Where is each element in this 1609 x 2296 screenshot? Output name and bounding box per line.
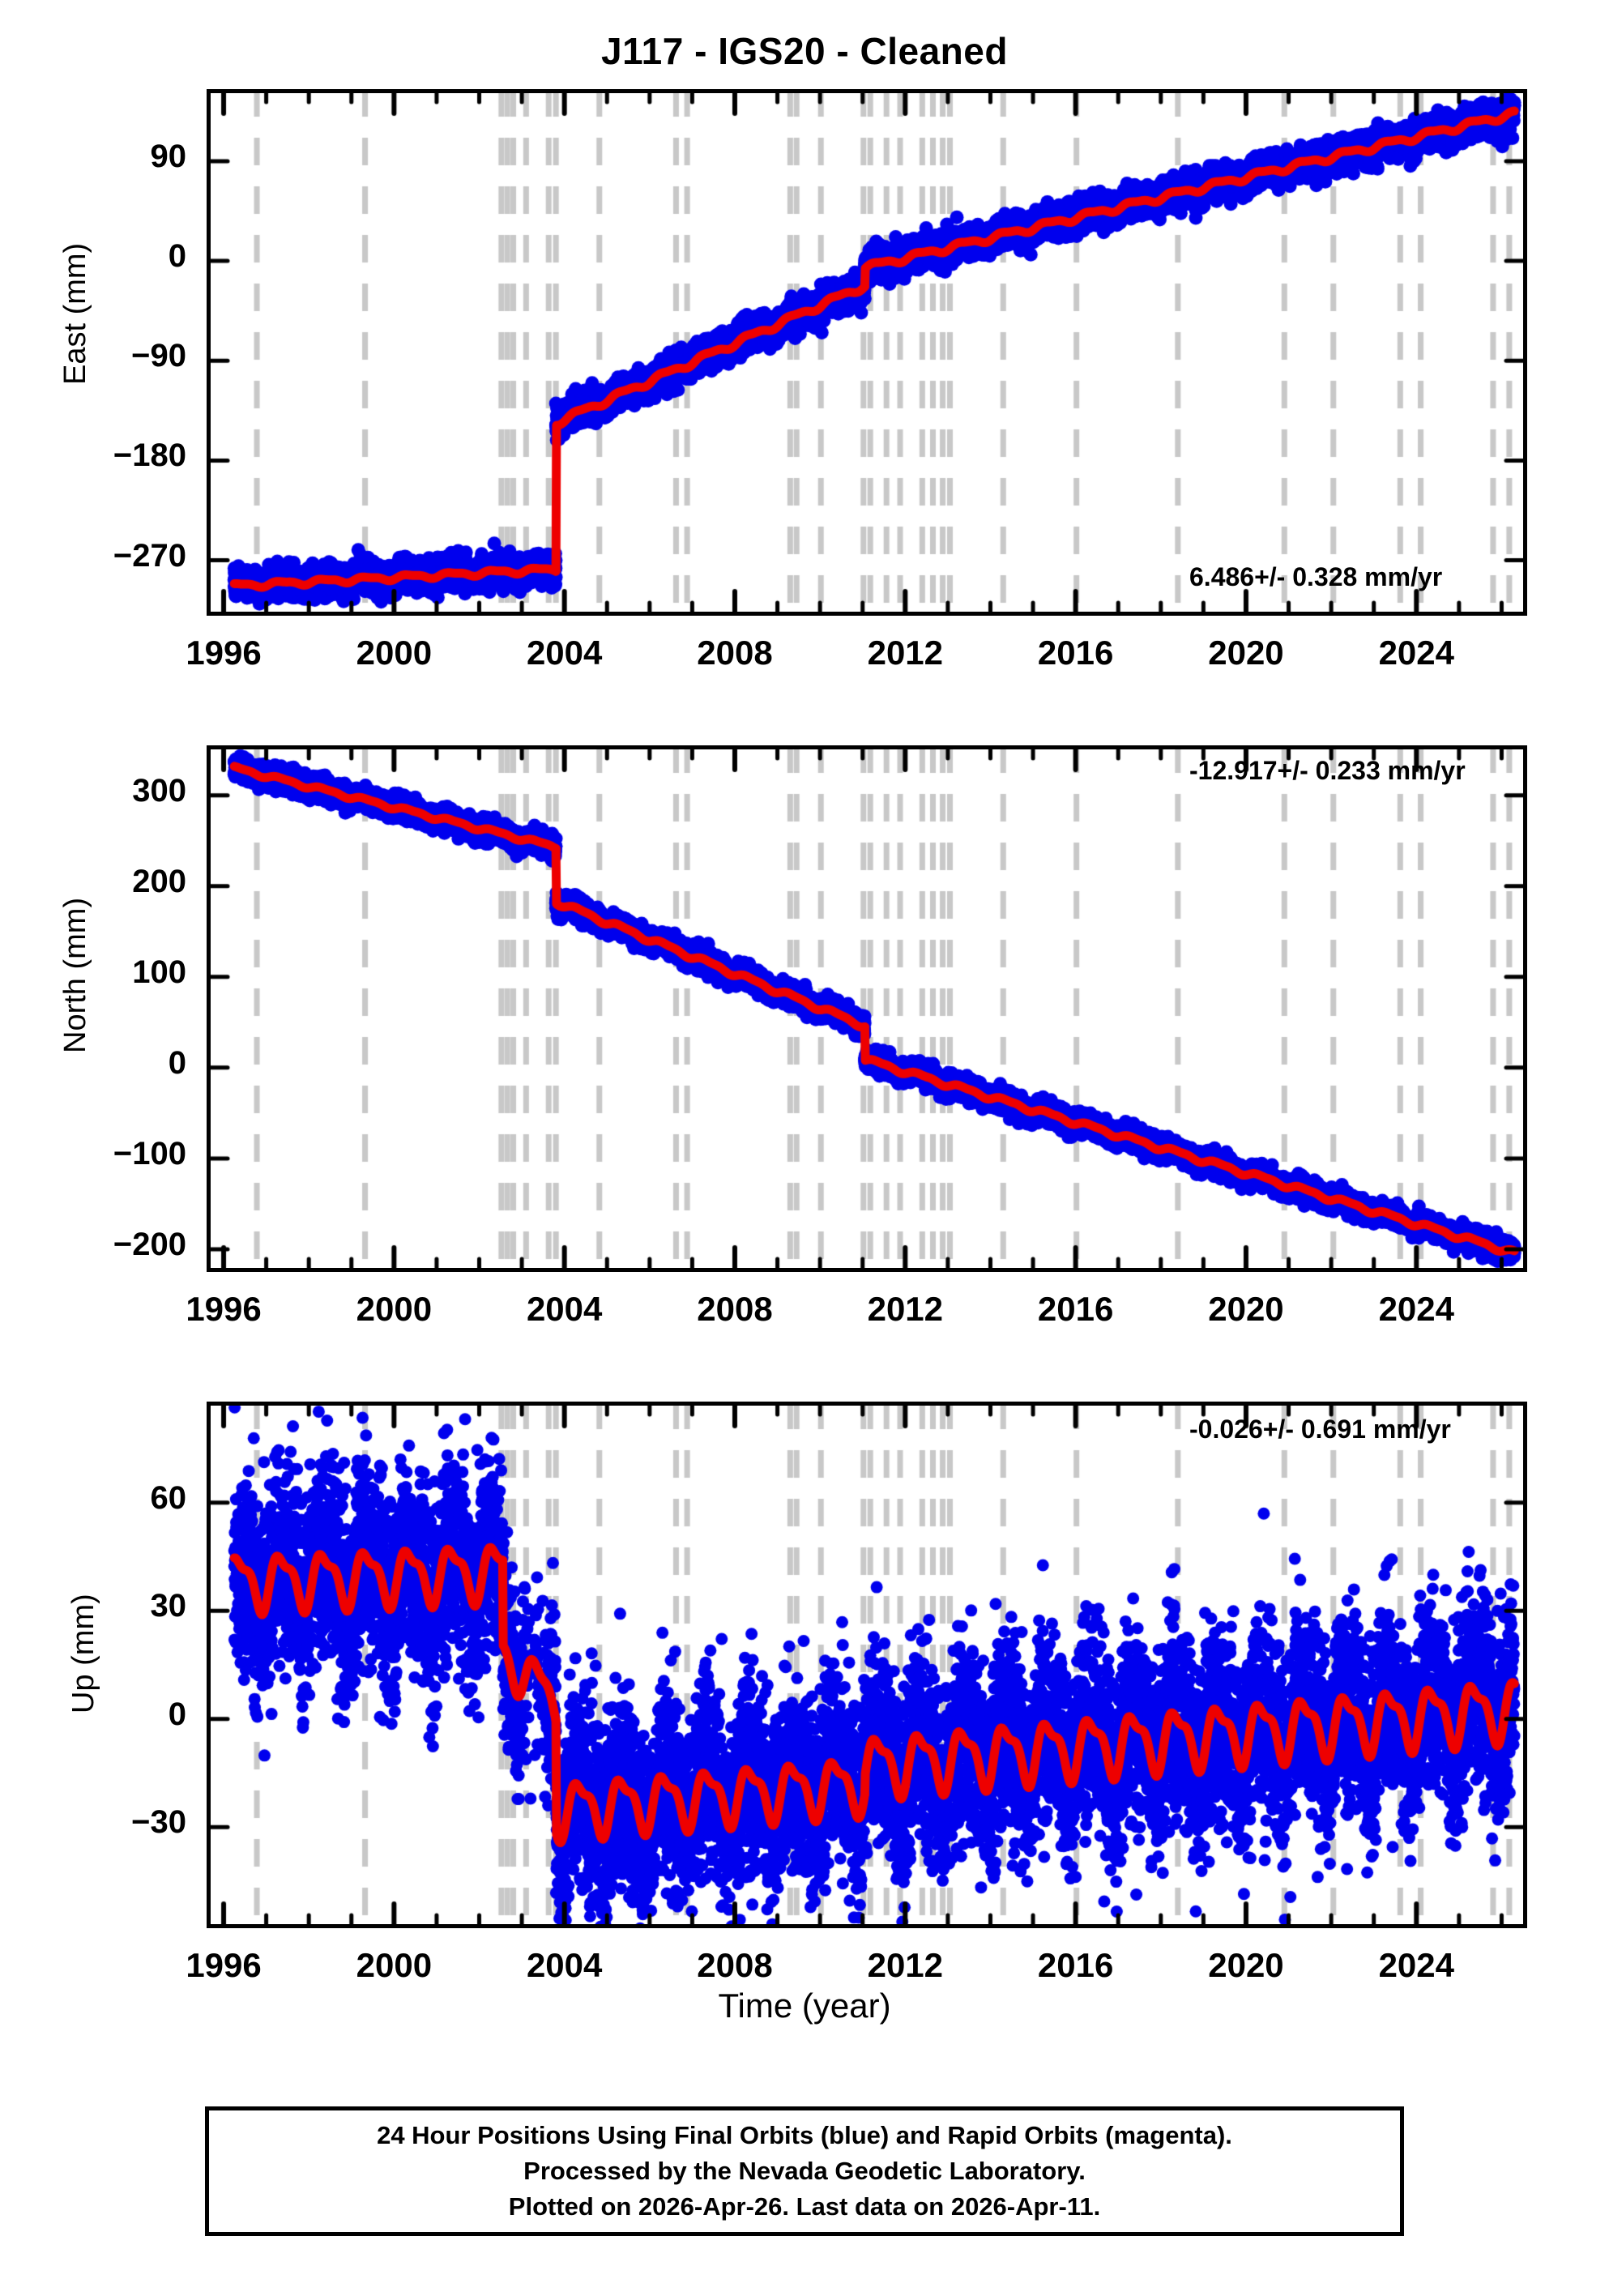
up-xtick-label: 1996 [186, 1946, 262, 1984]
north-xtick-label: 2008 [697, 1290, 773, 1328]
footer-line-1: 24 Hour Positions Using Final Orbits (bl… [377, 2120, 1232, 2149]
north-xtick-label: 2000 [356, 1290, 433, 1328]
up-ytick-label: 0 [168, 1696, 186, 1732]
north-ytick-label: −100 [113, 1135, 186, 1171]
up-rate-annotation: -0.026+/- 0.691 mm/yr [1189, 1415, 1451, 1444]
east-xtick-label: 2008 [697, 634, 773, 672]
up-ytick-label: −30 [131, 1804, 186, 1841]
east-ytick-label: −90 [131, 338, 186, 374]
x-axis-label: Time (year) [718, 1987, 891, 2025]
east-ytick-label: 0 [168, 238, 186, 275]
up-plot-canvas[interactable] [207, 1402, 1527, 1928]
page-title: J117 - IGS20 - Cleaned [601, 30, 1008, 72]
north-xtick-label: 2024 [1378, 1290, 1454, 1328]
east-plot-canvas[interactable] [207, 89, 1527, 616]
footer-line-3: Plotted on 2026-Apr-26. Last data on 202… [508, 2192, 1101, 2221]
north-ytick-label: −200 [113, 1226, 186, 1262]
up-xtick-label: 2020 [1208, 1946, 1284, 1984]
east-xtick-label: 2016 [1037, 634, 1114, 672]
north-ytick-label: 100 [132, 954, 186, 990]
east-ytick-label: −180 [113, 437, 186, 474]
up-panel [207, 1402, 1527, 1928]
east-ytick-label: 90 [150, 138, 187, 174]
east-xtick-label: 2020 [1208, 634, 1284, 672]
up-ytick-label: 30 [150, 1588, 187, 1624]
up-ytick-label: 60 [150, 1479, 187, 1516]
north-xtick-label: 1996 [186, 1290, 262, 1328]
footer-caption-box: 24 Hour Positions Using Final Orbits (bl… [205, 2106, 1404, 2236]
north-rate-annotation: -12.917+/- 0.233 mm/yr [1189, 756, 1466, 785]
east-xtick-label: 2012 [867, 634, 944, 672]
east-ytick-label: −270 [113, 537, 186, 574]
up-xtick-label: 2000 [356, 1946, 433, 1984]
north-ytick-label: 300 [132, 772, 186, 809]
north-xtick-label: 2004 [526, 1290, 603, 1328]
east-xtick-label: 2024 [1378, 634, 1454, 672]
north-plot-canvas[interactable] [207, 745, 1527, 1272]
east-rate-annotation: 6.486+/- 0.328 mm/yr [1189, 562, 1443, 591]
east-panel [207, 89, 1527, 616]
footer-line-2: Processed by the Nevada Geodetic Laborat… [523, 2156, 1086, 2185]
up-xtick-label: 2024 [1378, 1946, 1454, 1984]
up-xtick-label: 2004 [526, 1946, 603, 1984]
up-xtick-label: 2016 [1037, 1946, 1114, 1984]
up-xtick-label: 2008 [697, 1946, 773, 1984]
up-xtick-label: 2012 [867, 1946, 944, 1984]
east-xtick-label: 2004 [526, 634, 603, 672]
north-ytick-label: 0 [168, 1044, 186, 1081]
east-xtick-label: 2000 [356, 634, 433, 672]
north-ytick-label: 200 [132, 863, 186, 899]
east-xtick-label: 1996 [186, 634, 262, 672]
north-xtick-label: 2020 [1208, 1290, 1284, 1328]
north-xtick-label: 2012 [867, 1290, 944, 1328]
north-xtick-label: 2016 [1037, 1290, 1114, 1328]
north-panel [207, 745, 1527, 1272]
